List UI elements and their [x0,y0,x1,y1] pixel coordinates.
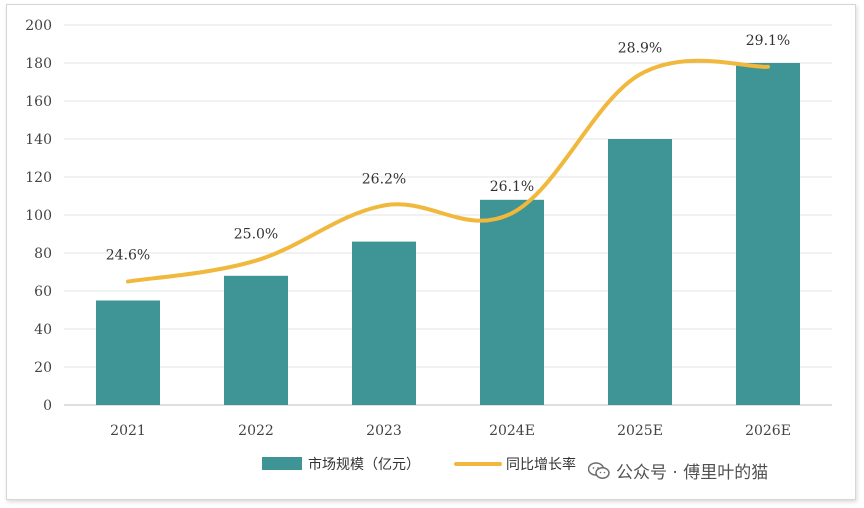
bar [224,275,288,405]
y-tick-label: 120 [25,170,52,186]
chart-frame [6,4,856,500]
wechat-icon [588,461,610,479]
bar [96,300,160,405]
y-tick-label: 60 [34,284,52,300]
bar [352,241,416,405]
x-tick-label: 2022 [238,423,274,439]
bar [608,139,672,405]
x-tick-label: 2024E [489,423,535,439]
watermark: 公众号 · 傅里叶的猫 [588,458,768,483]
legend-swatch-bar [262,457,302,470]
data-label: 26.2% [362,172,406,188]
y-tick-label: 80 [34,246,52,262]
x-tick-label: 2026E [745,423,791,439]
growth-rate-line [126,58,770,284]
bar [736,63,800,405]
legend-label-bar: 市场规模（亿元） [308,456,420,473]
x-tick-label: 2025E [617,423,663,439]
data-label: 26.1% [490,179,534,195]
data-label: 28.9% [618,40,662,56]
data-label: 29.1% [746,33,790,49]
y-tick-label: 20 [34,360,52,376]
data-label: 24.6% [106,248,150,264]
y-tick-label: 100 [25,208,52,224]
bar [480,199,544,405]
y-tick-label: 180 [25,56,52,72]
legend-label-line: 同比增长率 [506,456,576,473]
y-tick-label: 40 [34,322,52,338]
data-label: 25.0% [234,227,278,243]
x-tick-label: 2023 [366,423,402,439]
y-tick-label: 0 [43,398,52,414]
y-tick-label: 200 [25,18,52,34]
x-tick-label: 2021 [110,423,146,439]
y-tick-label: 140 [25,132,52,148]
y-tick-label: 160 [25,94,52,110]
watermark-text: 公众号 · 傅里叶的猫 [616,463,769,483]
